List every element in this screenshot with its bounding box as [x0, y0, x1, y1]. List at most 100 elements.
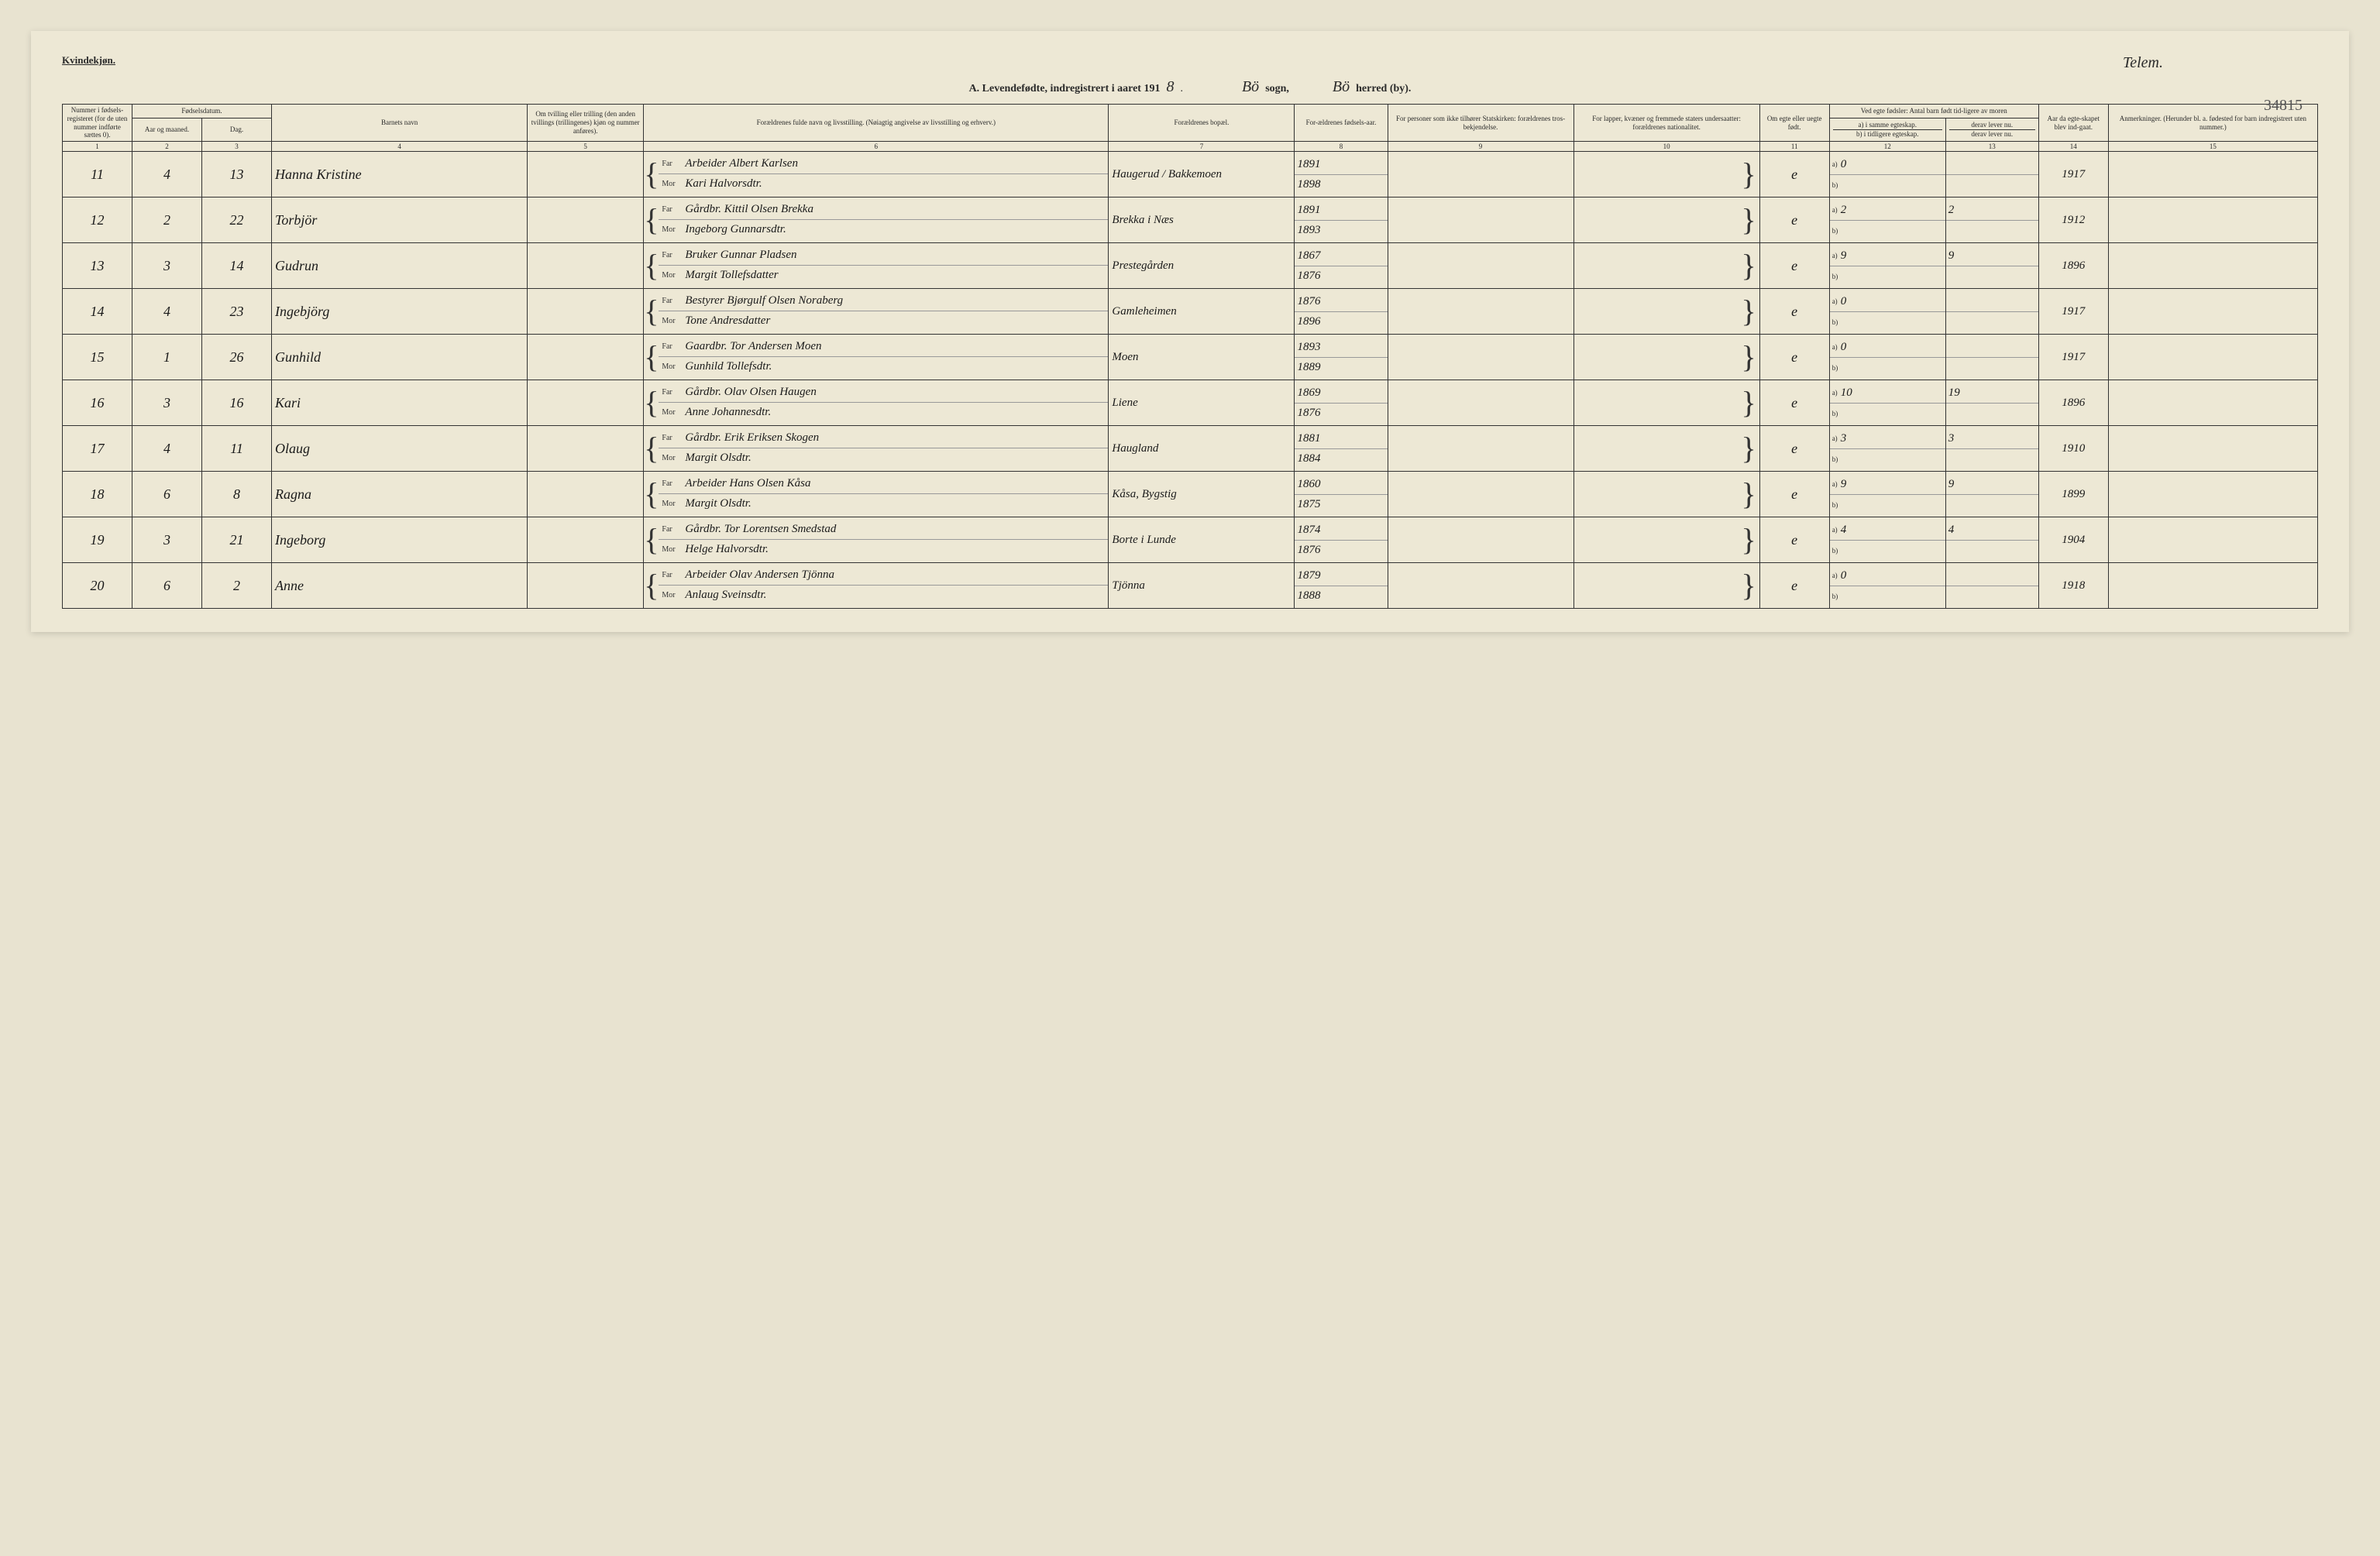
cell-month: 3: [132, 243, 202, 289]
cell-parent-years: 1879 1888: [1295, 563, 1388, 609]
cell-marriage-year: 1904: [2038, 517, 2108, 563]
cell-religion: [1388, 517, 1573, 563]
table-row: 12 2 22 Torbjör { FarGårdbr. Kittil Olse…: [63, 198, 2318, 243]
mother-name: Tone Andresdatter: [685, 314, 770, 328]
alive-b: [1946, 403, 2038, 423]
cell-marriage-year: 1896: [2038, 380, 2108, 426]
mother-year: 1876: [1295, 266, 1387, 286]
cell-religion: [1388, 335, 1573, 380]
father-name: Gårdbr. Kittil Olsen Brekka: [685, 203, 813, 216]
father-year: 1879: [1295, 565, 1387, 586]
cell-remarks: [2108, 289, 2317, 335]
prev-a: 9: [1841, 478, 1847, 491]
prev-a: 0: [1841, 158, 1847, 171]
cell-alive: [1945, 289, 2038, 335]
far-label: Far: [662, 342, 680, 351]
cell-legitimate: e: [1759, 517, 1829, 563]
cell-prev-children: a)0 b): [1829, 563, 1945, 609]
cell-number: 14: [63, 289, 132, 335]
brace-close-icon: }: [1577, 565, 1756, 606]
cell-twin: [528, 243, 644, 289]
cell-day: 21: [202, 517, 272, 563]
cell-parents: { FarGårdbr. Erik Eriksen Skogen MorMarg…: [644, 426, 1109, 472]
brace-icon: {: [644, 336, 659, 378]
cell-childname: Ingeborg: [272, 517, 528, 563]
year-suffix: 8: [1166, 78, 1174, 96]
cell-parents: { FarBestyrer Bjørgulf Olsen Noraberg Mo…: [644, 289, 1109, 335]
table-row: 16 3 16 Kari { FarGårdbr. Olav Olsen Hau…: [63, 380, 2318, 426]
cell-twin: [528, 335, 644, 380]
prev-a: 3: [1841, 432, 1847, 445]
cell-parents: { FarGårdbr. Kittil Olsen Brekka MorInge…: [644, 198, 1109, 243]
col-header-religion: For personer som ikke tilhører Statskirk…: [1388, 105, 1573, 142]
cell-twin: [528, 380, 644, 426]
cell-month: 4: [132, 289, 202, 335]
alive-b: [1946, 266, 2038, 286]
father-name: Arbeider Albert Karlsen: [685, 157, 798, 170]
sogn-value: Bö: [1242, 78, 1259, 96]
cell-nationality: }: [1573, 517, 1759, 563]
mor-label: Mor: [662, 180, 680, 188]
cell-day: 11: [202, 426, 272, 472]
brace-close-icon: }: [1577, 245, 1756, 287]
mother-name: Kari Halvorsdtr.: [685, 177, 762, 191]
cell-parents: { FarArbeider Olav Andersen Tjönna MorAn…: [644, 563, 1109, 609]
cell-twin: [528, 517, 644, 563]
mother-name: Ingeborg Gunnarsdtr.: [685, 223, 786, 236]
cell-remarks: [2108, 243, 2317, 289]
b-label: b): [1832, 547, 1838, 555]
brace-icon: {: [644, 519, 659, 561]
cell-prev-children: a)9 b): [1829, 472, 1945, 517]
father-year: 1860: [1295, 474, 1387, 494]
father-year: 1874: [1295, 520, 1387, 540]
brace-icon: {: [644, 565, 659, 606]
cell-twin: [528, 563, 644, 609]
gender-label: Kvindekjøn.: [62, 54, 115, 72]
cell-twin: [528, 472, 644, 517]
prev-a: 9: [1841, 249, 1847, 263]
cell-parent-years: 1881 1884: [1295, 426, 1388, 472]
mor-label: Mor: [662, 500, 680, 508]
cell-remarks: [2108, 335, 2317, 380]
mother-year: 1896: [1295, 311, 1387, 331]
alive-a: 2: [1946, 200, 2038, 220]
alive-a: 3: [1946, 428, 2038, 448]
cell-day: 8: [202, 472, 272, 517]
b-label: b): [1832, 501, 1838, 509]
father-year: 1869: [1295, 383, 1387, 403]
top-row: Kvindekjøn. Telem.: [62, 54, 2318, 72]
far-label: Far: [662, 160, 680, 168]
col-header-number: Nummer i fødsels-registeret (for de uten…: [63, 105, 132, 142]
cell-residence: Liene: [1109, 380, 1295, 426]
b-label: b): [1832, 273, 1838, 280]
cell-month: 4: [132, 152, 202, 198]
brace-close-icon: }: [1577, 290, 1756, 332]
table-row: 19 3 21 Ingeborg { FarGårdbr. Tor Lorent…: [63, 517, 2318, 563]
cell-religion: [1388, 243, 1573, 289]
cell-prev-children: a)0 b): [1829, 152, 1945, 198]
brace-close-icon: }: [1577, 199, 1756, 241]
alive-a: [1946, 291, 2038, 311]
b-label: b): [1832, 455, 1838, 463]
cell-nationality: }: [1573, 472, 1759, 517]
cell-remarks: [2108, 426, 2317, 472]
cell-childname: Gudrun: [272, 243, 528, 289]
a-label: a): [1832, 252, 1838, 259]
cell-residence: Kåsa, Bygstig: [1109, 472, 1295, 517]
cell-alive: [1945, 152, 2038, 198]
mother-year: 1884: [1295, 448, 1387, 469]
cell-month: 6: [132, 472, 202, 517]
father-name: Bestyrer Bjørgulf Olsen Noraberg: [685, 294, 843, 307]
father-name: Bruker Gunnar Pladsen: [685, 249, 796, 262]
cell-number: 13: [63, 243, 132, 289]
cell-marriage-year: 1899: [2038, 472, 2108, 517]
cell-nationality: }: [1573, 335, 1759, 380]
col-header-parentyear: For-ældrenes fødsels-aar.: [1295, 105, 1388, 142]
cell-residence: Prestegården: [1109, 243, 1295, 289]
cell-nationality: }: [1573, 380, 1759, 426]
table-body: 11 4 13 Hanna Kristine { FarArbeider Alb…: [63, 152, 2318, 609]
father-year: 1876: [1295, 291, 1387, 311]
cell-parents: { FarGaardbr. Tor Andersen Moen MorGunhi…: [644, 335, 1109, 380]
sogn-label: sogn,: [1265, 83, 1289, 95]
far-label: Far: [662, 434, 680, 442]
